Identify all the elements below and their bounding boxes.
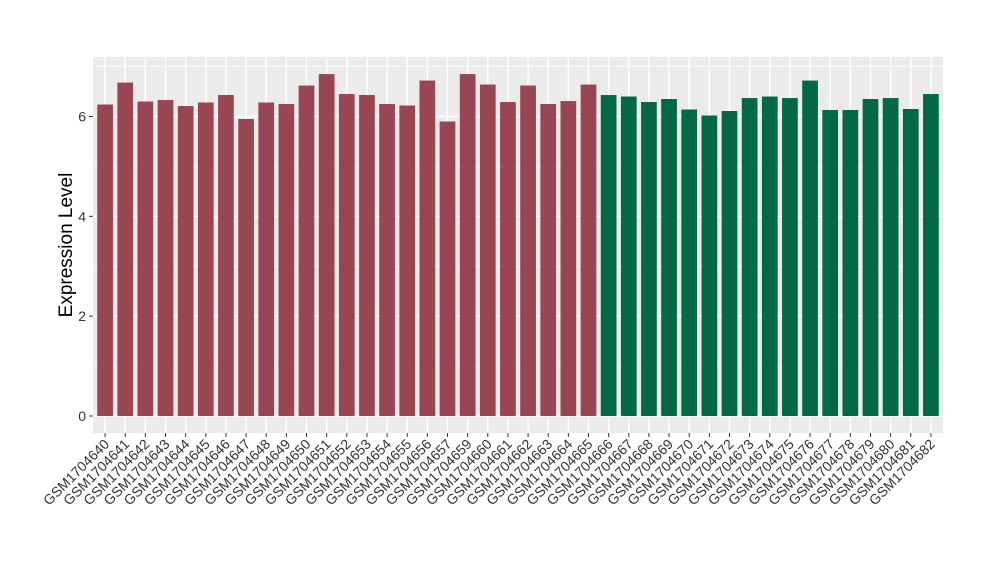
bar bbox=[459, 74, 476, 416]
bar bbox=[902, 109, 919, 416]
bar bbox=[117, 82, 134, 416]
bar bbox=[318, 74, 335, 416]
x-axis: GSM1704640GSM1704641GSM1704642GSM1704643… bbox=[40, 433, 938, 508]
bar bbox=[802, 80, 818, 416]
bar bbox=[540, 104, 557, 417]
bar bbox=[419, 80, 436, 416]
bar bbox=[782, 98, 798, 416]
bar bbox=[97, 104, 113, 417]
bar bbox=[399, 105, 416, 417]
bar bbox=[862, 99, 879, 416]
y-tick-label: 6 bbox=[78, 109, 86, 125]
bar bbox=[439, 121, 456, 417]
bar bbox=[177, 106, 194, 417]
bar bbox=[137, 101, 154, 416]
bar bbox=[620, 96, 637, 416]
bar bbox=[278, 104, 295, 417]
y-axis-title: Expression Level bbox=[56, 173, 77, 318]
bar bbox=[681, 109, 698, 416]
bar bbox=[600, 95, 617, 416]
bar bbox=[741, 98, 758, 416]
bar bbox=[701, 115, 718, 416]
bar bbox=[761, 96, 778, 416]
bar bbox=[661, 99, 677, 416]
bar bbox=[298, 85, 315, 417]
bar bbox=[520, 85, 536, 417]
bar bbox=[359, 95, 375, 416]
bar bbox=[218, 95, 234, 416]
bar bbox=[258, 102, 275, 417]
bar bbox=[580, 84, 597, 417]
y-axis: 0 2 4 6 bbox=[78, 109, 93, 424]
y-tick-label: 2 bbox=[78, 308, 86, 324]
y-tick-label: 4 bbox=[78, 208, 86, 224]
bar bbox=[560, 101, 577, 416]
y-tick-label: 0 bbox=[78, 408, 86, 424]
bar bbox=[641, 102, 657, 417]
bar bbox=[882, 98, 899, 416]
bar bbox=[197, 102, 214, 417]
plot-panel bbox=[93, 57, 943, 433]
bar bbox=[479, 84, 496, 417]
bar bbox=[923, 94, 939, 416]
bar bbox=[822, 110, 839, 416]
bar bbox=[842, 110, 859, 416]
bar bbox=[721, 111, 738, 416]
bar bbox=[157, 100, 174, 416]
bar bbox=[338, 94, 355, 416]
bar bbox=[238, 119, 254, 416]
bars bbox=[97, 74, 939, 417]
bar bbox=[379, 104, 395, 417]
bar bbox=[500, 102, 516, 417]
